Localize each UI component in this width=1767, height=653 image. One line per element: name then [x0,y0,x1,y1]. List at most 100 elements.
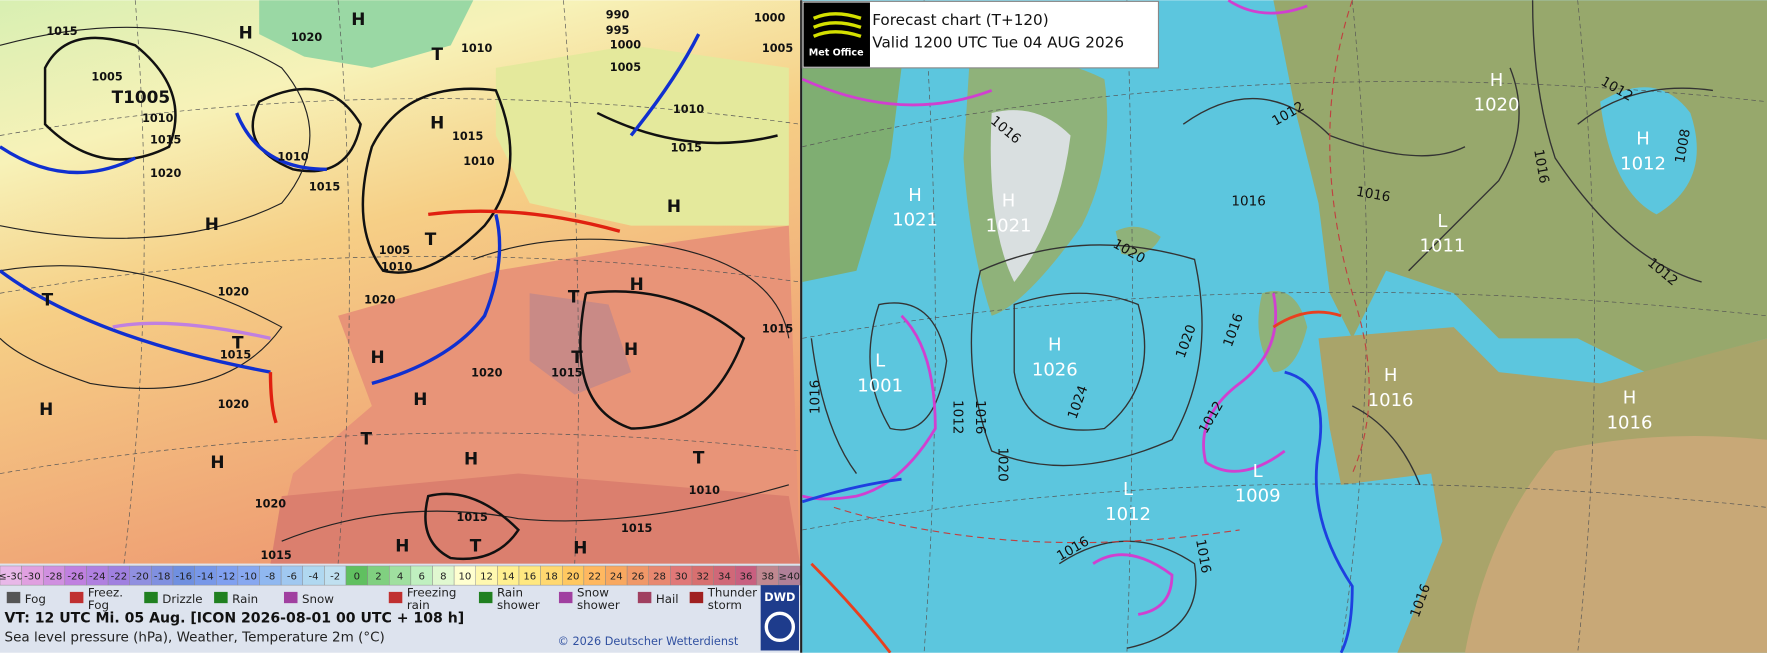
scale-label: -16 [176,571,193,582]
legend-label: Drizzle [162,592,202,606]
legend-icon [478,591,493,604]
pressure-label: 1015 [762,323,793,336]
isobar-label: 1016 [1530,148,1552,185]
pressure-label: 1015 [457,511,488,524]
pressure-label: 1020 [218,398,249,411]
pressure-label: 1015 [150,133,181,146]
center-label: H [39,399,53,419]
pressure-centers: H T H H T1005 H T H T T T H H H T H H T H H H T H T [39,9,705,558]
center-type: L [1437,211,1447,232]
center-label: T [431,44,443,64]
scale-label: 28 [653,571,666,582]
pressure-label: 1015 [46,25,77,38]
scale-label: 8 [440,571,446,582]
scale-label: 10 [458,571,471,582]
scale-label: -6 [287,571,297,582]
scale-label: -2 [330,571,340,582]
isobar-label: 1016 [1231,193,1265,209]
scale-label: 20 [567,571,580,582]
pressure-label: 1015 [260,549,291,562]
center-type: L [1253,461,1263,482]
center-pressure: 1009 [1235,486,1281,507]
center-type: H [1623,388,1637,409]
legend-icon [69,591,84,604]
center-pressure: 1011 [1420,236,1466,257]
center-label: H [630,274,644,294]
center-label: T [571,347,583,367]
center-label: H [430,113,444,133]
scale-label: 30 [675,571,688,582]
legend-label: shower [577,598,620,612]
center-type: H [1384,365,1398,386]
pressure-label: 1005 [91,70,122,83]
center-label: T [693,447,705,467]
center-pressure: 1001 [857,375,903,396]
center-pressure: 1016 [1607,412,1653,433]
pressure-labels: 1015 1020 1010 990 995 1000 1005 1000 1005 1005 10… [46,8,793,562]
pressure-label: 990 [606,8,630,21]
legend-label: Hail [656,592,679,606]
center-label: T [568,286,580,306]
isobar-label: 1016 [1192,538,1214,575]
scale-label: -14 [197,571,214,582]
center-label: H [667,196,681,216]
pressure-label: 1020 [291,31,322,44]
valid-time: Valid 1200 UTC Tue 04 AUG 2026 [872,34,1124,52]
center-pressure: 1021 [892,210,938,231]
legend-label: Freez. [88,585,123,599]
pressure-label: 1005 [762,42,793,55]
center-label: T1005 [112,87,171,107]
scale-label: 2 [375,571,381,582]
legend-label: rain [407,598,430,612]
pressure-label: 1015 [452,130,483,143]
legend-icon [214,591,228,604]
pressure-centers: H 1020 H 1012 L 1011 H 1021 H 1021 H 1026 L 1001 H 1016… [857,70,1666,525]
description: Sea level pressure (hPa), Weather, Tempe… [5,629,385,645]
scale-label: 24 [610,571,623,582]
center-label: T [232,332,244,352]
pressure-label: 1015 [220,349,251,362]
logo-text: Met Office [809,47,864,58]
center-pressure: 1020 [1474,95,1520,116]
center-label: H [413,389,427,409]
isobar-label: 1020 [994,447,1010,481]
center-label: H [573,538,587,558]
legend-icon [558,591,573,604]
legend-label: storm [708,598,742,612]
center-label: H [464,449,478,469]
valid-time: VT: 12 UTC Mi. 05 Aug. [ICON 2026-08-01 … [5,610,465,626]
pressure-label: 1010 [463,155,494,168]
isobar-label: 1008 [1672,128,1694,165]
scale-label: 14 [502,571,515,582]
pressure-label: 1005 [610,61,641,74]
scale-label: 36 [740,571,753,582]
center-label: H [210,452,224,472]
scale-label: 18 [545,571,558,582]
logo-text: DWD [764,591,795,604]
scale-label: 6 [418,571,424,582]
center-pressure: 1016 [1368,390,1414,411]
pressure-label: 1010 [381,261,412,274]
pressure-label: 1015 [671,141,702,154]
isobar-label: 1016 [1355,184,1392,206]
scale-label: 34 [718,571,731,582]
pressure-label: 1000 [610,39,641,52]
center-type: H [1002,190,1016,211]
scale-label: -24 [89,571,106,582]
scale-label: -12 [219,571,236,582]
pressure-label: 1015 [551,367,582,380]
dwd-logo: DWD [760,585,799,651]
scale-label: -26 [67,571,84,582]
center-pressure: 1012 [1105,504,1151,525]
scale-label: ≤-30 [0,571,23,582]
center-label: H [239,23,253,43]
pressure-label: 1005 [379,244,410,257]
scale-label: ≥40 [779,571,800,582]
legend-icon [689,591,704,604]
pressure-label: 1020 [218,286,249,299]
center-label: T [425,229,437,249]
pressure-label: 995 [606,24,630,37]
legend-icon [6,591,21,604]
header: Met Office Forecast chart (T+120) Valid … [801,0,1160,69]
